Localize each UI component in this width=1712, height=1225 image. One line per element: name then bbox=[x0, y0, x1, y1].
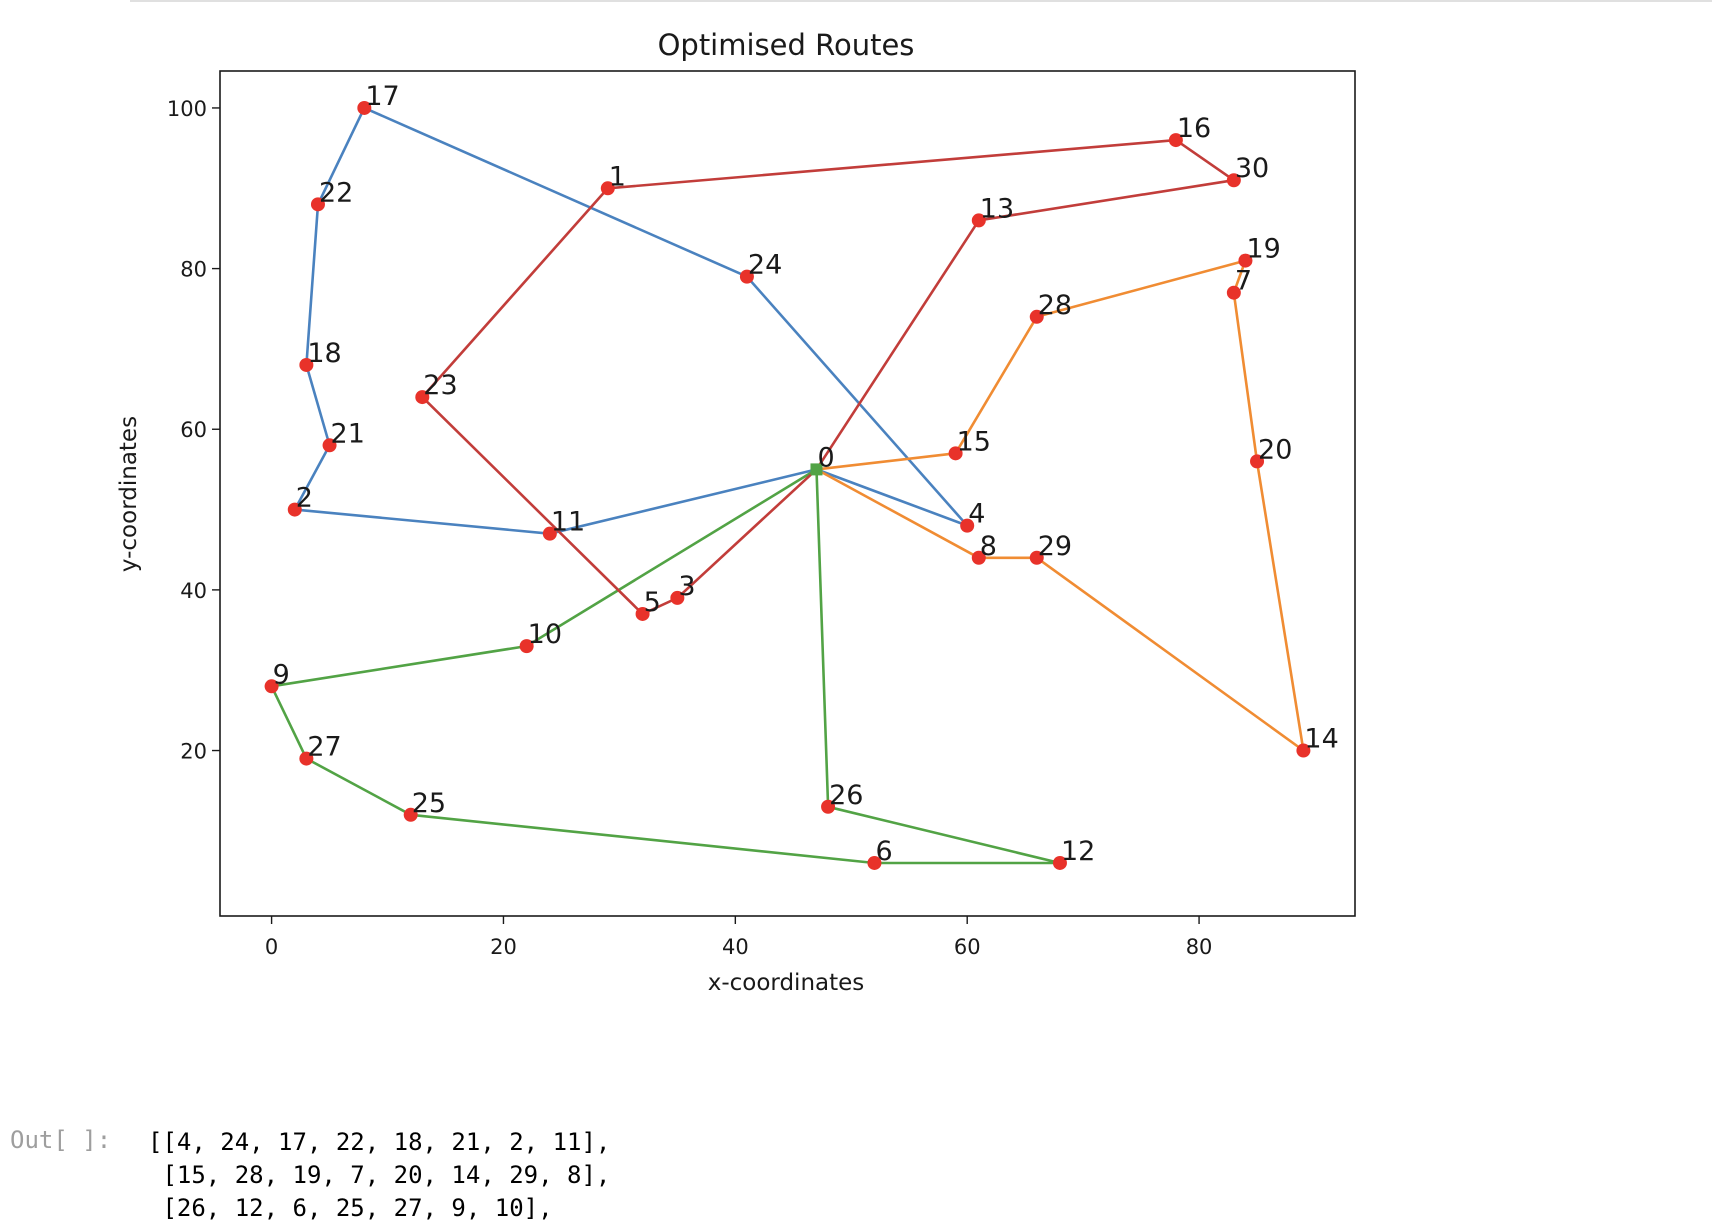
output-line: [[4, 24, 17, 22, 18, 21, 2, 11], bbox=[148, 1128, 611, 1156]
node-label: 22 bbox=[319, 177, 353, 208]
customer-point bbox=[357, 100, 372, 115]
customer-point bbox=[542, 526, 557, 541]
customer-point bbox=[299, 357, 314, 372]
customer-point bbox=[1029, 309, 1044, 324]
customer-point bbox=[960, 518, 975, 533]
node-label: 11 bbox=[551, 507, 585, 538]
node-labels: 0123456789101112131415161718192021222324… bbox=[273, 81, 1339, 867]
node-label: 8 bbox=[980, 531, 997, 562]
y-tick-label: 40 bbox=[180, 579, 207, 603]
node-label: 16 bbox=[1177, 113, 1211, 144]
customer-point bbox=[971, 550, 986, 565]
x-tick-label: 40 bbox=[722, 935, 749, 959]
node-label: 13 bbox=[980, 193, 1014, 224]
node-label: 3 bbox=[678, 571, 695, 602]
customer-point bbox=[415, 390, 430, 405]
y-tick-label: 60 bbox=[180, 418, 207, 442]
customer-point bbox=[264, 679, 279, 694]
cell-top-border bbox=[130, 0, 1712, 2]
customer-point bbox=[1168, 133, 1183, 148]
customer-point bbox=[670, 590, 685, 605]
node-label: 30 bbox=[1235, 153, 1269, 184]
node-label: 28 bbox=[1038, 290, 1072, 321]
customer-point bbox=[1029, 550, 1044, 565]
node-label: 29 bbox=[1038, 531, 1072, 562]
customer-point bbox=[821, 799, 836, 814]
node-label: 7 bbox=[1235, 266, 1252, 297]
x-tick-label: 0 bbox=[265, 935, 278, 959]
customer-point bbox=[403, 807, 418, 822]
node-label: 9 bbox=[273, 659, 290, 690]
node-label: 15 bbox=[957, 426, 991, 457]
customer-point bbox=[867, 855, 882, 870]
y-tick-label: 80 bbox=[180, 258, 207, 282]
customer-point bbox=[1296, 743, 1311, 758]
node-label: 1 bbox=[609, 161, 626, 192]
customer-point bbox=[519, 639, 534, 654]
x-tick-label: 20 bbox=[490, 935, 517, 959]
node-label: 25 bbox=[412, 788, 446, 819]
node-label: 10 bbox=[528, 619, 562, 650]
customer-point bbox=[287, 502, 302, 517]
node-label: 17 bbox=[365, 81, 399, 112]
chart-title: Optimised Routes bbox=[658, 28, 915, 62]
customer-point bbox=[971, 213, 986, 228]
customer-point bbox=[322, 438, 337, 453]
customer-point bbox=[1052, 855, 1067, 870]
node-label: 14 bbox=[1304, 724, 1338, 755]
node-label: 18 bbox=[307, 338, 341, 369]
node-label: 24 bbox=[748, 250, 782, 281]
y-axis: 20 40 60 80 100 bbox=[167, 97, 220, 764]
node-label: 2 bbox=[296, 483, 313, 514]
output-line: [15, 28, 19, 7, 20, 14, 29, 8], bbox=[148, 1161, 611, 1189]
node-label: 26 bbox=[829, 780, 863, 811]
output-text: [[4, 24, 17, 22, 18, 21, 2, 11], [15, 28… bbox=[148, 1126, 610, 1225]
customer-point bbox=[310, 197, 325, 212]
y-axis-label: y-coordinates bbox=[116, 416, 142, 572]
x-axis: 0 20 40 60 80 bbox=[265, 916, 1213, 959]
customer-point bbox=[635, 606, 650, 621]
customer-points bbox=[264, 100, 1311, 870]
customer-point bbox=[600, 181, 615, 196]
node-label: 21 bbox=[331, 418, 365, 449]
route-line bbox=[815, 259, 1305, 752]
y-tick-label: 20 bbox=[180, 740, 207, 764]
node-label: 6 bbox=[875, 836, 892, 867]
node-label: 5 bbox=[644, 587, 661, 618]
node-label: 27 bbox=[307, 732, 341, 763]
customer-point bbox=[1226, 173, 1241, 188]
customer-point bbox=[1226, 285, 1241, 300]
cell-output: Out[ ]: [[4, 24, 17, 22, 18, 21, 2, 11],… bbox=[0, 1126, 1712, 1222]
node-label: 23 bbox=[423, 370, 457, 401]
depot-point bbox=[810, 463, 823, 476]
customer-point bbox=[739, 269, 754, 284]
output-prompt: Out[ ]: bbox=[10, 1126, 112, 1154]
node-label: 12 bbox=[1061, 836, 1095, 867]
node-label: 0 bbox=[817, 442, 834, 473]
x-tick-label: 80 bbox=[1186, 935, 1213, 959]
plot-frame bbox=[219, 70, 1356, 917]
customer-point bbox=[948, 446, 963, 461]
output-line: [26, 12, 6, 25, 27, 9, 10], bbox=[148, 1194, 553, 1222]
node-label: 19 bbox=[1246, 234, 1280, 265]
route-line bbox=[293, 106, 969, 536]
x-axis-label: x-coordinates bbox=[708, 970, 865, 996]
customer-point bbox=[1238, 253, 1253, 268]
x-tick-label: 60 bbox=[954, 935, 981, 959]
customer-point bbox=[1250, 454, 1265, 469]
node-label: 20 bbox=[1258, 434, 1292, 465]
node-label: 4 bbox=[968, 499, 985, 530]
customer-point bbox=[299, 751, 314, 766]
y-tick-label: 100 bbox=[167, 97, 207, 121]
